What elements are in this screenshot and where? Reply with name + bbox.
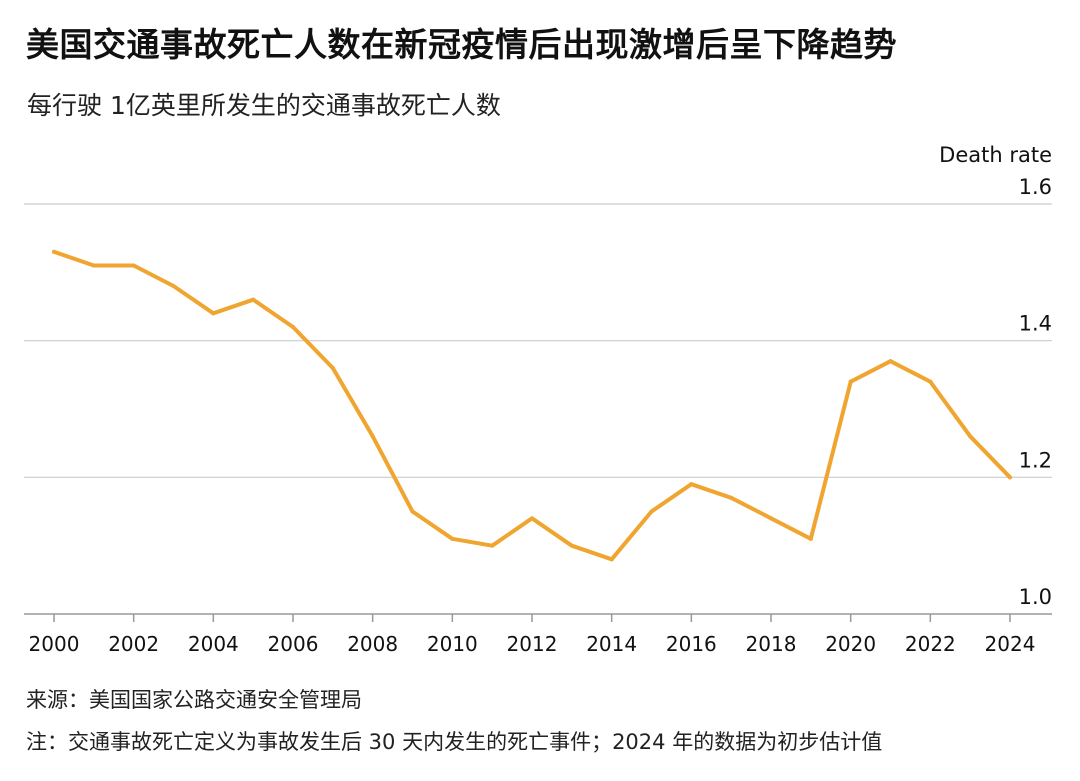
source-note: 来源：美国国家公路交通安全管理局 bbox=[26, 688, 362, 712]
data-point bbox=[649, 509, 654, 514]
data-point bbox=[888, 359, 893, 364]
data-point bbox=[609, 557, 614, 562]
x-tick-label: 2020 bbox=[825, 632, 876, 656]
data-point bbox=[91, 263, 96, 268]
x-tick-label: 2008 bbox=[347, 632, 398, 656]
data-point bbox=[52, 249, 56, 254]
x-tick-label: 2016 bbox=[666, 632, 717, 656]
x-tick-label: 2006 bbox=[268, 632, 319, 656]
x-tick-label: 2000 bbox=[29, 632, 80, 656]
y-tick-label: 1.4 bbox=[1019, 312, 1052, 336]
y-axis-label: Death rate bbox=[939, 143, 1052, 167]
data-point bbox=[211, 311, 216, 316]
chart-subtitle: 每行驶 1亿英里所发生的交通事故死亡人数 bbox=[27, 91, 501, 120]
y-tick-label: 1.2 bbox=[1019, 448, 1052, 472]
data-point bbox=[171, 284, 176, 288]
data-point bbox=[928, 379, 933, 384]
data-point bbox=[769, 516, 773, 521]
data-point bbox=[450, 536, 455, 541]
data-point bbox=[848, 379, 853, 384]
data-point bbox=[968, 434, 973, 439]
x-tick-label: 2004 bbox=[188, 632, 239, 656]
data-point bbox=[330, 366, 335, 370]
data-point bbox=[729, 495, 734, 500]
x-tick-label: 2002 bbox=[108, 632, 159, 656]
x-tick-label: 2010 bbox=[427, 632, 478, 656]
data-point bbox=[370, 434, 375, 439]
death-rate-line bbox=[52, 249, 1012, 562]
data-point bbox=[131, 263, 136, 268]
y-tick-label: 1.6 bbox=[1019, 175, 1052, 199]
data-point bbox=[291, 325, 295, 329]
x-tick-label: 2018 bbox=[746, 632, 797, 656]
series bbox=[52, 249, 1012, 562]
chart-title: 美国交通事故死亡人数在新冠疫情后出现激增后呈下降趋势 bbox=[26, 25, 897, 64]
data-point bbox=[490, 543, 495, 548]
gridlines bbox=[24, 203, 1052, 615]
x-tick-label: 2014 bbox=[586, 632, 637, 656]
axes: 1.0 1.2 1.4 1.6 Death rate 2000 2002 2004 2006 20… bbox=[29, 143, 1052, 656]
data-point bbox=[530, 516, 534, 521]
x-tick-label: 2024 bbox=[985, 632, 1036, 656]
data-point bbox=[569, 543, 574, 548]
footnote: 注：交通事故死亡定义为事故发生后 30 天内发生的死亡事件；2024 年的数据为… bbox=[26, 730, 883, 754]
data-point bbox=[808, 536, 813, 541]
data-point bbox=[410, 509, 415, 514]
y-tick-label: 1.0 bbox=[1019, 585, 1052, 609]
x-tick-label: 2012 bbox=[507, 632, 558, 656]
x-tick-label: 2022 bbox=[905, 632, 956, 656]
data-point bbox=[1008, 475, 1012, 480]
data-point bbox=[689, 482, 694, 487]
data-point bbox=[251, 297, 256, 302]
